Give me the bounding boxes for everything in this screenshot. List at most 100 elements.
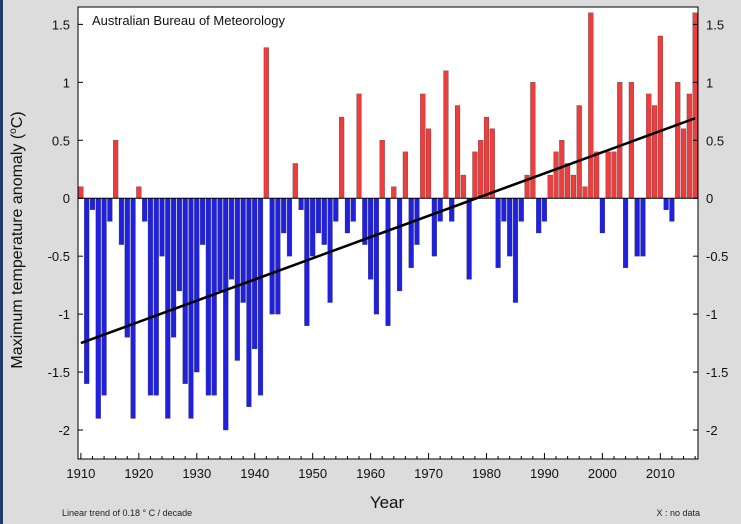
bar-2013 [675,82,681,199]
plot-border [77,6,699,460]
bar-1999 [594,151,600,199]
bar-1981 [489,128,495,199]
bar-2002 [611,151,617,199]
bar-1993 [559,140,565,199]
bar-1948 [298,198,304,210]
bar-1918 [124,198,130,338]
bar-1954 [333,198,339,222]
bar-1992 [553,151,559,199]
y-tick-label-right: -0.5 [706,249,728,264]
bar-1952 [321,198,327,245]
y-axis-label-degree: o [8,128,19,134]
bar-1984 [507,198,513,257]
y-tick-label-right: -1 [706,307,718,322]
bar-1946 [286,198,293,257]
x-tick-label: 1960 [356,466,385,481]
x-tick-label: 1910 [66,466,95,481]
no-data-footnote: X : no data [656,508,700,518]
bar-1958 [356,93,362,199]
bar-1983 [501,198,507,222]
bar-2007 [640,198,646,257]
bar-1931 [200,198,206,245]
bar-1955 [339,116,345,199]
bar-2004 [623,198,629,268]
bar-1925 [165,198,171,419]
y-axis-left: -2 -1.5 -1 -0.5 0 0.5 1 1.5 [48,17,83,438]
bar-1961 [373,198,379,315]
bar-1934 [217,198,223,292]
x-tick-label: 1940 [240,466,269,481]
bar-1978 [472,151,478,199]
bar-1921 [142,198,148,222]
bar-2003 [617,82,623,199]
bar-1935 [223,198,229,431]
bar-1913 [95,198,101,419]
bar-1974 [449,198,455,222]
bar-1920 [136,186,142,199]
bar-2000 [599,198,605,234]
bar-1939 [246,198,252,407]
y-axis-label: Maximum temperature anomaly (oC) [8,111,26,368]
bar-1957 [350,198,356,222]
bar-1964 [391,186,397,199]
y-axis-label-unit: C) [9,111,26,128]
bar-1976 [460,174,466,199]
bar-1975 [454,105,461,199]
bar-1950 [310,198,316,257]
bar-1967 [408,198,414,268]
bar-1930 [194,198,200,373]
bar-1956 [344,198,350,234]
bar-2016 [692,12,698,199]
bar-1910 [78,186,84,199]
bar-2012 [669,198,675,222]
bar-1947 [292,163,298,199]
y-tick-label-left: -1.5 [48,365,70,380]
x-tick-label: 2010 [646,466,675,481]
bar-1997 [582,186,588,199]
bar-1944 [275,198,281,315]
bar-2010 [657,35,663,199]
bar-1963 [385,198,391,326]
bar-1971 [431,198,437,257]
y-tick-label-right: 0 [706,191,713,206]
bar-1995 [570,174,576,199]
y-axis-label-main: Maximum temperature anomaly ( [9,133,26,368]
bar-1994 [565,163,571,199]
bar-1919 [130,198,136,419]
bar-1989 [536,198,542,234]
x-tick-label: 1930 [182,466,211,481]
bar-1917 [118,198,124,245]
bar-1996 [576,105,582,199]
bar-1938 [240,198,246,303]
bar-1915 [107,198,113,222]
bar-2015 [686,93,692,199]
bar-1923 [153,198,159,396]
x-tick-label: 1920 [124,466,153,481]
bar-1922 [147,198,153,396]
bar-1980 [483,116,490,199]
bar-1951 [315,198,322,234]
x-tick-label: 1980 [472,466,501,481]
y-tick-label-left: -2 [58,423,70,438]
y-tick-label-left: 0.5 [52,133,70,148]
y-tick-label-left: -1 [58,307,70,322]
y-tick-label-right: -2 [706,423,718,438]
bar-1991 [547,174,553,199]
bar-1941 [257,198,264,396]
bar-2008 [646,93,652,199]
bar-1965 [397,198,403,292]
y-tick-label-right: -1.5 [706,365,728,380]
trend-footnote: Linear trend of 0.18 ° C / decade [62,508,192,518]
bar-1924 [159,198,165,257]
bar-1929 [188,198,194,419]
bar-1943 [269,198,275,315]
bar-1945 [281,198,287,234]
bar-1926 [171,198,177,338]
y-tick-label-left: 1.5 [52,17,70,32]
bar-1966 [402,151,408,199]
bar-1973 [443,70,449,199]
bar-1928 [182,198,188,384]
bar-1912 [89,198,96,210]
